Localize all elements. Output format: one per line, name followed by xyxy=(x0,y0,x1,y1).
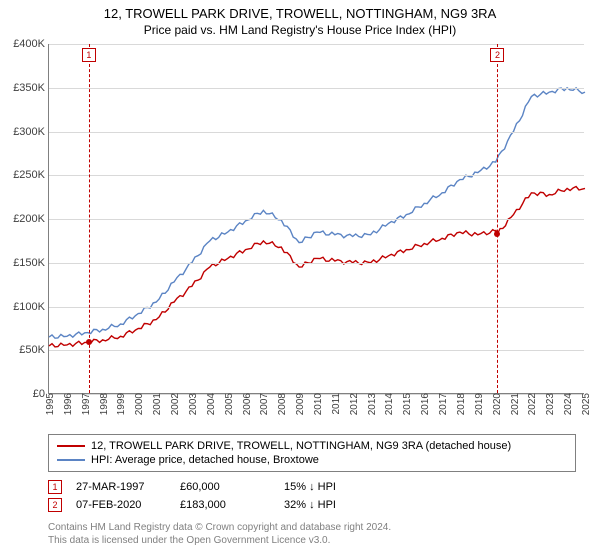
footer-note: Contains HM Land Registry data © Crown c… xyxy=(48,522,391,547)
legend-swatch xyxy=(57,445,85,447)
events-table: 1 27-MAR-1997 £60,000 15% ↓ HPI 2 07-FEB-2020… xyxy=(48,478,374,514)
x-tick-label: 2013 xyxy=(367,393,378,415)
x-tick-label: 2025 xyxy=(581,393,592,415)
y-tick-label: £150K xyxy=(13,257,49,269)
x-tick-label: 2000 xyxy=(134,393,145,415)
gridline-h xyxy=(49,88,584,89)
x-tick-label: 2005 xyxy=(224,393,235,415)
x-tick-label: 2012 xyxy=(349,393,360,415)
x-tick-label: 2010 xyxy=(313,393,324,415)
x-tick-label: 1997 xyxy=(81,393,92,415)
y-tick-label: £100K xyxy=(13,301,49,313)
x-tick-label: 2003 xyxy=(188,393,199,415)
gridline-h xyxy=(49,44,584,45)
x-tick-label: 2024 xyxy=(563,393,574,415)
event-vline xyxy=(497,44,498,393)
event-row: 1 27-MAR-1997 £60,000 15% ↓ HPI xyxy=(48,478,374,496)
y-tick-label: £350K xyxy=(13,82,49,94)
x-tick-label: 2004 xyxy=(206,393,217,415)
event-price: £60,000 xyxy=(180,481,270,493)
gridline-h xyxy=(49,263,584,264)
x-tick-label: 2019 xyxy=(474,393,485,415)
y-tick-label: £400K xyxy=(13,38,49,50)
x-tick-label: 2021 xyxy=(510,393,521,415)
gridline-h xyxy=(49,219,584,220)
x-tick-label: 2011 xyxy=(331,393,342,415)
gridline-h xyxy=(49,307,584,308)
x-tick-label: 1995 xyxy=(45,393,56,415)
event-pct: 32% ↓ HPI xyxy=(284,499,374,511)
y-tick-label: £200K xyxy=(13,213,49,225)
x-tick-label: 1998 xyxy=(99,393,110,415)
x-tick-label: 2007 xyxy=(259,393,270,415)
chart-title: 12, TROWELL PARK DRIVE, TROWELL, NOTTING… xyxy=(0,0,600,21)
x-tick-label: 2023 xyxy=(545,393,556,415)
event-pct: 15% ↓ HPI xyxy=(284,481,374,493)
gridline-h xyxy=(49,132,584,133)
sale-point xyxy=(494,231,500,237)
plot-area: £0£50K£100K£150K£200K£250K£300K£350K£400… xyxy=(48,44,584,394)
x-tick-label: 2006 xyxy=(242,393,253,415)
legend: 12, TROWELL PARK DRIVE, TROWELL, NOTTING… xyxy=(48,434,576,472)
x-tick-label: 2009 xyxy=(295,393,306,415)
event-row: 2 07-FEB-2020 £183,000 32% ↓ HPI xyxy=(48,496,374,514)
gridline-h xyxy=(49,350,584,351)
event-number-badge: 2 xyxy=(48,498,62,512)
x-tick-label: 2008 xyxy=(277,393,288,415)
x-tick-label: 2014 xyxy=(384,393,395,415)
y-tick-label: £300K xyxy=(13,126,49,138)
sale-point xyxy=(86,339,92,345)
footer-line-2: This data is licensed under the Open Gov… xyxy=(48,535,391,548)
series-property xyxy=(49,187,585,347)
event-date: 07-FEB-2020 xyxy=(76,499,166,511)
x-tick-label: 1999 xyxy=(116,393,127,415)
y-tick-label: £250K xyxy=(13,169,49,181)
chart-container: 12, TROWELL PARK DRIVE, TROWELL, NOTTING… xyxy=(0,0,600,560)
legend-label: 12, TROWELL PARK DRIVE, TROWELL, NOTTING… xyxy=(91,440,511,452)
x-tick-label: 2017 xyxy=(438,393,449,415)
legend-label: HPI: Average price, detached house, Brox… xyxy=(91,454,319,466)
event-number-badge: 1 xyxy=(48,480,62,494)
footer-line-1: Contains HM Land Registry data © Crown c… xyxy=(48,522,391,535)
x-tick-label: 2020 xyxy=(492,393,503,415)
legend-row: HPI: Average price, detached house, Brox… xyxy=(57,453,567,467)
y-tick-label: £50K xyxy=(19,344,49,356)
event-date: 27-MAR-1997 xyxy=(76,481,166,493)
legend-swatch xyxy=(57,459,85,461)
event-marker: 2 xyxy=(490,48,504,62)
x-tick-label: 2002 xyxy=(170,393,181,415)
x-tick-label: 2001 xyxy=(152,393,163,415)
event-marker: 1 xyxy=(82,48,96,62)
x-tick-label: 2018 xyxy=(456,393,467,415)
event-price: £183,000 xyxy=(180,499,270,511)
series-hpi xyxy=(49,88,585,338)
gridline-h xyxy=(49,175,584,176)
x-tick-label: 2022 xyxy=(527,393,538,415)
x-tick-label: 1996 xyxy=(63,393,74,415)
legend-row: 12, TROWELL PARK DRIVE, TROWELL, NOTTING… xyxy=(57,439,567,453)
chart-subtitle: Price paid vs. HM Land Registry's House … xyxy=(0,21,600,41)
x-tick-label: 2016 xyxy=(420,393,431,415)
x-tick-label: 2015 xyxy=(402,393,413,415)
